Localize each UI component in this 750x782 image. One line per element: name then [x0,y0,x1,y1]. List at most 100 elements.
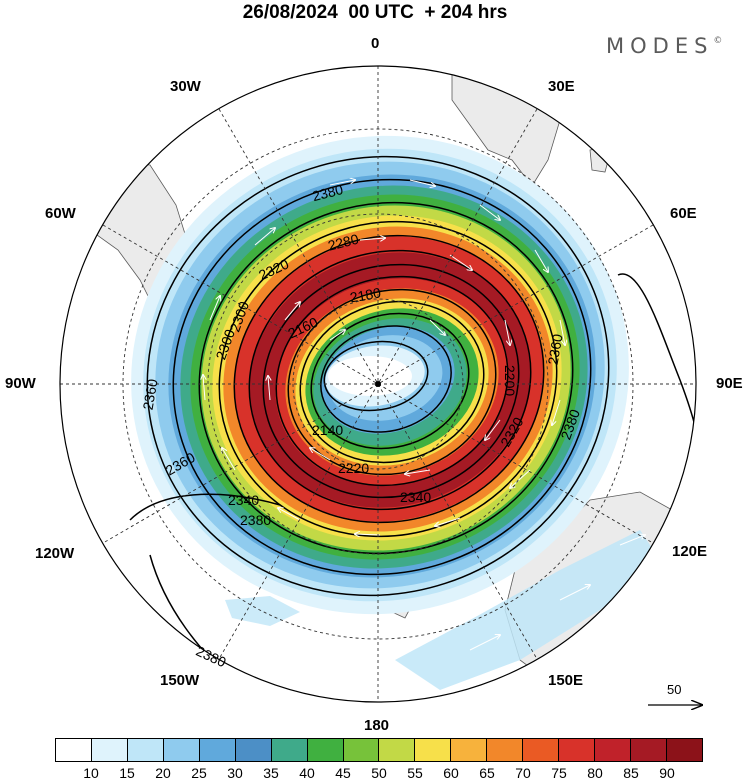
contour-2280-ring [248,249,532,511]
contour-2220-ring [287,288,497,476]
colorbar-cell [235,739,272,761]
lon-label-150w: 150W [160,672,200,689]
meridian-line [218,108,538,660]
wind-arrow [552,399,561,425]
colorbar-cell [523,739,560,761]
contour-label: 2280 [326,231,360,254]
wind-arrow [469,635,500,651]
meridian-line [102,224,654,544]
contour-label: 2340 [228,492,259,508]
wind-arrow [510,469,531,488]
colorbar-cell [631,739,667,761]
wind-arrow [435,517,461,526]
colorbar [55,738,703,762]
wind-arrow [534,249,548,272]
wind-arrow [409,179,435,186]
meridian-line [218,108,538,660]
contour-label: 2180 [349,284,383,305]
reference-vector-label: 50 [667,682,682,697]
colorbar-tick-label: 35 [263,765,279,781]
brand-logo: MODES© [606,34,722,58]
contour-2340-ring [198,201,574,555]
wind-arrow [449,254,472,270]
contour-2200-ring [299,300,485,464]
colorbar-cell [343,739,380,761]
lon-label-180: 180 [364,717,390,734]
colorbar-tick-label: 10 [83,765,99,781]
south-pole-marker [375,381,381,387]
colorbar-cell [56,739,92,761]
shade-australia-jet [395,530,660,690]
contour-label: 2220 [338,460,369,476]
colorbar-labels: 10 15 20 25 30 35 40 45 50 55 60 65 70 75 80 85 90 [55,765,703,781]
wind-arrow [559,319,565,345]
wind-arrow [329,330,345,341]
wind-speed-shading [131,135,660,690]
colorbar-tick-label: 60 [443,765,459,781]
colorbar-tick-label: 30 [227,765,243,781]
map-boundary [59,65,697,703]
colorbar-cell [595,739,631,761]
wind-arrow [209,296,220,321]
colorbar-cell [415,739,452,761]
colorbar-tick-label: 65 [479,765,495,781]
colorbar-tick-label: 20 [155,765,171,781]
colorbar-tick-label: 50 [371,765,387,781]
lon-label-30e: 30E [548,78,575,95]
wind-arrow [559,585,590,601]
wind-arrow [222,448,236,471]
lon-label-60w: 60W [45,205,76,222]
colorbar-cell [271,739,308,761]
contour-2140-ring [323,340,429,412]
contour-2300-ring [233,234,545,524]
colorbar-tick-label: 75 [551,765,567,781]
colorbar-tick-label: 85 [623,765,639,781]
contour-label: 2380 [311,181,345,204]
colorbar-cell [199,739,236,761]
colorbar-cell [559,739,596,761]
colorbar-tick-label: 25 [191,765,207,781]
map-title: 26/08/2024 00 UTC + 204 hrs [242,2,508,23]
colorbar-tick-label: 40 [299,765,315,781]
wind-arrow [254,228,275,246]
wind-arrow [355,534,381,535]
lon-label-60e: 60E [670,205,697,222]
geopotential-contours [129,155,696,691]
contour-2360-ring [172,178,592,576]
copyright-mark: © [713,36,723,46]
contour-label: 2360 [140,378,161,412]
shade-pacific-patch [225,596,300,626]
contour-label: 2340 [400,489,431,505]
meridian-line [102,224,654,544]
colorbar-cell [307,739,344,761]
lon-label-0: 0 [371,35,380,52]
wind-arrow [284,302,300,321]
contour-2240-ring [275,275,509,487]
lon-label-150e: 150E [548,672,584,689]
contour-2160-ring [320,325,452,433]
lon-label-90e: 90E [716,375,743,392]
contour-2380-ring [146,155,610,597]
colorbar-cell [487,739,524,761]
colorbar-cell [163,739,200,761]
wind-arrow [359,238,385,240]
colorbar-tick-label: 90 [659,765,675,781]
shade-inner-10 [328,356,412,396]
contour-label: 2360 [545,333,566,367]
wind-arrow [278,508,301,521]
colorbar-tick-label: 55 [407,765,423,781]
wind-vectors [203,179,645,651]
contour-label: 2380 [240,512,271,528]
lon-label-120w: 120W [35,545,75,562]
colorbar-tick-label: 45 [335,765,351,781]
wind-arrow [329,180,355,186]
lon-label-90w: 90W [5,375,36,392]
colorbar-cell [127,739,164,761]
colorbar-cell [666,739,702,761]
contour-2180-ring [310,312,470,450]
contour-2260-ring [262,263,520,499]
wind-arrow [405,469,431,474]
wind-arrow [485,419,501,440]
wind-arrow [203,375,205,401]
wind-arrow [619,535,645,546]
